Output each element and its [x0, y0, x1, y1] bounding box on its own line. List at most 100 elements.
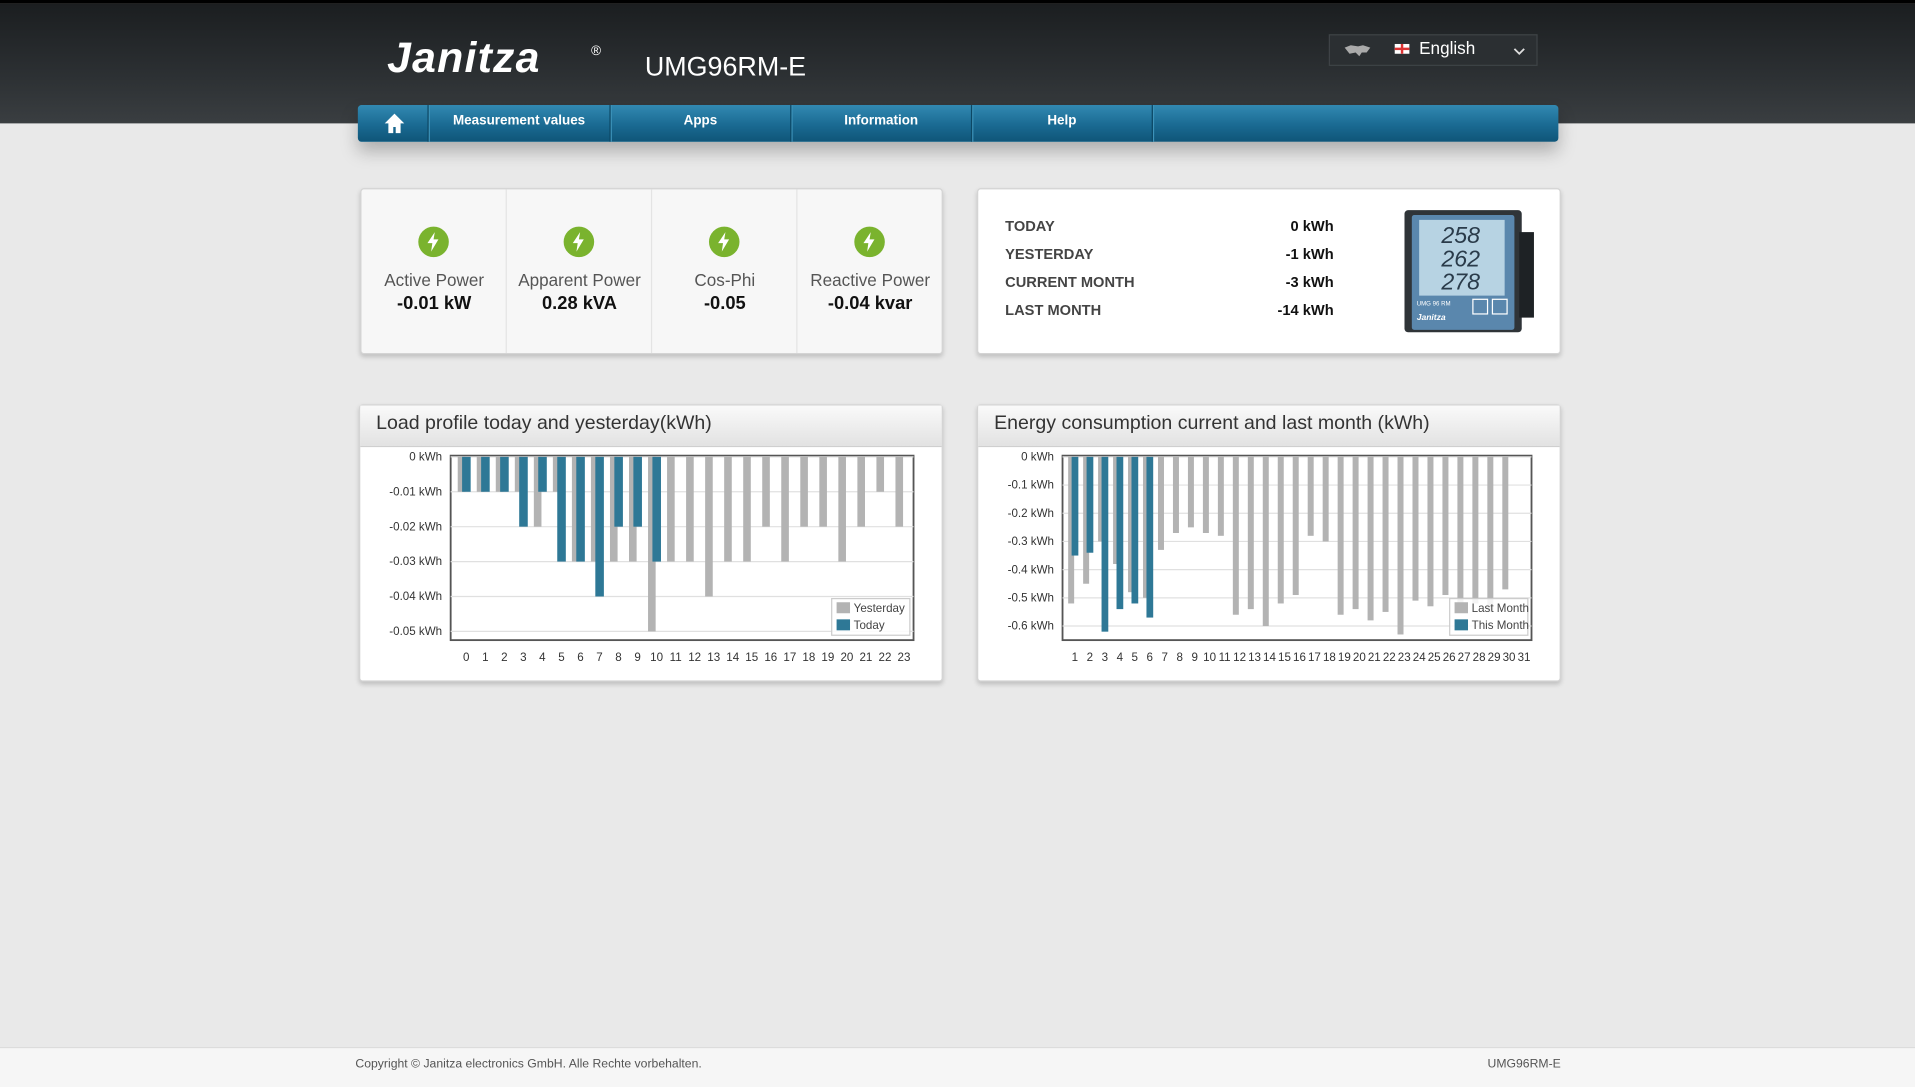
x-tick-label: 7 — [596, 651, 602, 664]
y-tick-label: -0.6 kWh — [1008, 620, 1054, 633]
logo[interactable]: Janitza — [387, 34, 541, 82]
x-tick-label: 18 — [802, 651, 815, 664]
legend-label: Today — [854, 619, 885, 632]
display-digits: 278 — [1440, 269, 1480, 295]
y-tick-label: -0.03 kWh — [389, 555, 442, 568]
device-brand: Janitza — [1417, 312, 1446, 322]
chart-header: Load profile today and yesterday(kWh) — [360, 405, 942, 448]
bar — [1131, 456, 1139, 604]
nav-information[interactable]: Information — [791, 105, 973, 142]
bar — [1071, 456, 1079, 556]
chart-title: Load profile today and yesterday(kWh) — [376, 412, 712, 434]
measurement-cell: Active Power -0.01 kW — [362, 189, 507, 354]
bar — [538, 456, 547, 492]
y-tick-label: -0.4 kWh — [1008, 563, 1054, 576]
y-tick-label: -0.3 kWh — [1008, 535, 1054, 548]
x-tick-label: 15 — [1278, 651, 1291, 664]
bar — [1307, 456, 1314, 536]
bar — [614, 456, 623, 527]
x-tick-label: 16 — [764, 651, 777, 664]
bar — [895, 456, 904, 527]
bar — [481, 456, 490, 492]
language-select[interactable] — [1328, 34, 1538, 66]
nav-home[interactable] — [358, 105, 429, 142]
legend-label: Last Month — [1472, 602, 1529, 615]
bar — [552, 456, 561, 492]
x-tick-label: 5 — [1132, 651, 1138, 664]
x-tick-label: 19 — [821, 651, 834, 664]
x-tick-label: 14 — [726, 651, 739, 664]
bar — [819, 456, 827, 527]
icon-bolt — [427, 232, 439, 252]
y-tick-label: -0.2 kWh — [1008, 507, 1054, 520]
bar — [1086, 456, 1094, 553]
device-name: UMG96RM-E — [644, 51, 807, 82]
icon-bolt — [718, 232, 730, 252]
x-tick-label: 31 — [1518, 651, 1531, 664]
energy-label: CURRENT MONTH — [1005, 273, 1135, 291]
x-tick-label: 18 — [1323, 651, 1336, 664]
footer-model: UMG96RM-E — [1487, 1057, 1561, 1072]
x-tick-label: 30 — [1503, 651, 1516, 664]
x-tick-label: 19 — [1338, 651, 1351, 664]
bar — [557, 456, 566, 562]
bar — [1101, 456, 1109, 632]
nav-measurement[interactable]: Measurement values — [429, 105, 611, 142]
bar — [476, 456, 485, 492]
x-tick-label: 5 — [558, 651, 564, 664]
legend-label: Yesterday — [854, 602, 905, 615]
x-tick-label: 21 — [1368, 651, 1381, 664]
power-icon — [708, 226, 740, 258]
bar — [724, 456, 732, 562]
bar — [1502, 456, 1509, 590]
energy-value: -14 kWh — [1277, 301, 1334, 319]
bar — [648, 456, 656, 632]
chart: 0 kWh -0.01 kWh -0.02 kWh -0.03 kWh -0.04 kW… — [389, 451, 915, 664]
nav-help[interactable]: Help — [972, 105, 1153, 142]
display-digits: 258 — [1440, 222, 1480, 248]
x-tick-label: 10 — [650, 651, 663, 664]
bar — [1382, 456, 1389, 612]
measurement-label: Reactive Power — [810, 269, 931, 290]
x-tick-label: 1 — [1072, 651, 1078, 664]
y-tick-label: -0.02 kWh — [389, 520, 442, 533]
bar — [781, 456, 789, 562]
home-icon — [384, 113, 405, 134]
bar — [705, 456, 713, 597]
header — [0, 0, 1915, 124]
bar — [1098, 456, 1105, 542]
legend-swatch — [1454, 619, 1469, 631]
y-tick-label: 0 kWh — [1021, 451, 1054, 464]
measurement-cell: Apparent Power 0.28 kVA — [507, 189, 653, 354]
bar — [457, 456, 466, 492]
bar — [576, 456, 585, 562]
bar — [1068, 456, 1075, 604]
x-tick-label: 0 — [463, 651, 469, 664]
bar — [1442, 456, 1449, 596]
nav-bar: Measurement values Apps Information Help — [357, 105, 1559, 142]
bar — [1292, 456, 1299, 596]
energy-value: -3 kWh — [1285, 273, 1334, 291]
bar — [1128, 456, 1135, 593]
energy-panel: 258 262 278 UMG 96 RM Janitza TODAY 0 kWh YEST… — [977, 188, 1561, 355]
x-tick-label: 26 — [1443, 651, 1456, 664]
measurement-value: -0.04 kvar — [827, 293, 913, 314]
x-tick-label: 2 — [501, 651, 507, 664]
bar — [571, 456, 580, 562]
bar — [495, 456, 504, 492]
bar — [1337, 456, 1344, 615]
measurement-label: Active Power — [384, 269, 485, 290]
bar — [1146, 456, 1154, 618]
x-tick-label: 20 — [1353, 651, 1366, 664]
nav-label: Help — [1047, 113, 1077, 129]
x-tick-label: 29 — [1488, 651, 1501, 664]
y-tick-label: -0.1 kWh — [1008, 479, 1054, 492]
bar — [1157, 456, 1164, 550]
legend-label: This Month — [1472, 619, 1529, 632]
x-tick-label: 12 — [688, 651, 701, 664]
x-tick-label: 3 — [520, 651, 526, 664]
nav-apps[interactable]: Apps — [611, 105, 792, 142]
bar — [800, 456, 808, 527]
